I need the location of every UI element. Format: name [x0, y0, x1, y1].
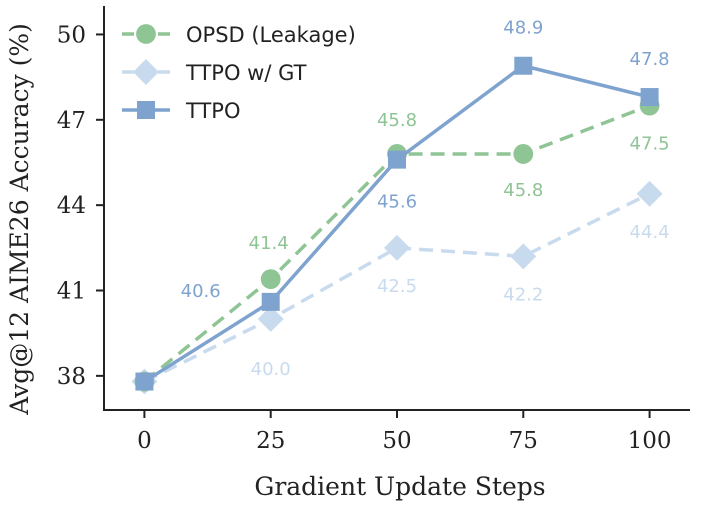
legend-label: TTPO w/ GT [185, 61, 307, 85]
data-label: 44.4 [630, 222, 670, 243]
data-label: 42.5 [377, 276, 417, 297]
data-point-diamond [257, 305, 284, 332]
data-label: 40.6 [181, 281, 221, 302]
data-label: 42.2 [503, 284, 543, 305]
data-point-square [261, 292, 280, 311]
legend-label: OPSD (Leakage) [186, 23, 356, 47]
data-point-circle [513, 144, 534, 164]
data-label: 45.8 [503, 180, 543, 201]
y-tick-label: 38 [57, 364, 86, 390]
y-tick-label: 44 [57, 193, 86, 219]
x-axis-title: Gradient Update Steps [254, 472, 545, 501]
data-point-diamond [510, 243, 537, 270]
series-ttpo-w-gt: 40.0 42.5 42.2 44.4 [131, 180, 670, 395]
data-point-square [137, 101, 155, 119]
legend: OPSD (Leakage) TTPO w/ GT TTPO [122, 23, 356, 123]
series-ttpo: 40.6 45.6 48.9 47.8 [135, 18, 670, 391]
y-tick-label: 41 [57, 279, 86, 305]
data-label: 41.4 [249, 233, 289, 254]
x-tick-label: 25 [256, 428, 285, 454]
x-tick-label: 100 [628, 428, 672, 454]
plot-marks: 40.0 42.5 42.2 44.4 41.4 45.8 45.8 47.5 40.6 45.6… [131, 18, 670, 395]
data-label: 47.5 [630, 134, 670, 155]
data-label: 47.8 [630, 49, 670, 70]
data-point-circle [260, 269, 281, 290]
data-point-circle [136, 24, 156, 44]
legend-item: TTPO [122, 99, 240, 123]
data-point-square [640, 88, 659, 107]
y-tick-label: 50 [57, 22, 86, 48]
legend-item: TTPO w/ GT [122, 59, 307, 85]
legend-item: OPSD (Leakage) [122, 23, 356, 47]
series-line [143, 192, 651, 384]
data-point-square [388, 150, 406, 169]
x-tick-label: 50 [382, 428, 411, 454]
data-label: 45.6 [377, 192, 417, 213]
y-axis-title: Avg@12 AIME26 Accuracy (%) [5, 23, 34, 416]
data-point-diamond [384, 234, 410, 261]
ticks: 0 25 50 75 100 38 41 44 47 50 [57, 22, 672, 454]
y-tick-label: 47 [57, 108, 86, 134]
data-point-square [135, 372, 154, 391]
x-tick-label: 75 [509, 428, 538, 454]
data-point-diamond [133, 59, 159, 85]
data-label: 45.8 [377, 110, 417, 131]
data-point-square [514, 56, 533, 75]
data-label: 40.0 [251, 359, 291, 380]
data-label: 48.9 [503, 18, 543, 39]
x-tick-label: 0 [137, 428, 152, 454]
data-point-diamond [636, 180, 663, 207]
legend-label: TTPO [185, 99, 240, 123]
